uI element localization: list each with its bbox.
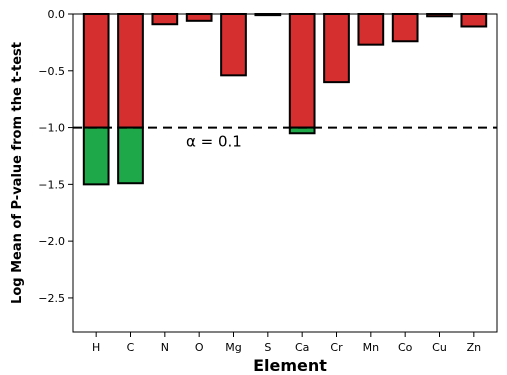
bar-N bbox=[151, 13, 179, 26]
x-tick-label: Ca bbox=[295, 341, 309, 354]
x-axis: H C N O Mg S Ca Cr Mn Co Cu Zn bbox=[92, 332, 481, 354]
y-tick-label: −2.5 bbox=[38, 292, 65, 305]
bar-C-lower bbox=[117, 126, 144, 185]
x-tick-label: H bbox=[92, 341, 100, 354]
plot-area bbox=[72, 13, 498, 333]
x-tick-label: N bbox=[161, 341, 169, 354]
bar-H-lower bbox=[82, 126, 110, 186]
y-tick-label: −1.5 bbox=[38, 178, 65, 191]
x-tick-label: Mg bbox=[225, 341, 241, 354]
x-tick-label: Zn bbox=[467, 341, 482, 354]
bar-O bbox=[185, 13, 213, 22]
x-tick-label: Mn bbox=[363, 341, 379, 354]
y-tick-label: −2.0 bbox=[38, 235, 65, 248]
bar-S bbox=[254, 13, 282, 17]
x-tick-label: C bbox=[127, 341, 135, 354]
y-axis-label: Log Mean of P-value from the t-test bbox=[10, 42, 25, 304]
x-axis-label: Element bbox=[253, 356, 327, 375]
threshold-group: α = 0.1 bbox=[73, 126, 497, 151]
plot-frame bbox=[72, 13, 498, 333]
x-tick-label: O bbox=[195, 341, 204, 354]
y-axis: 0.0 −0.5 −1.0 −1.5 −2.0 −2.5 bbox=[38, 8, 73, 305]
bars-group bbox=[82, 13, 488, 186]
bar-H-upper bbox=[82, 13, 110, 129]
bar-Zn bbox=[460, 13, 488, 28]
bar-Co bbox=[391, 13, 419, 43]
bar-Cu bbox=[426, 13, 453, 18]
x-tick-label: S bbox=[264, 341, 271, 354]
y-tick-label: −0.5 bbox=[38, 65, 65, 78]
x-tick-label: Cu bbox=[432, 341, 447, 354]
x-tick-label: Co bbox=[398, 341, 413, 354]
bar-Mg bbox=[220, 13, 247, 77]
y-tick-label: −1.0 bbox=[38, 122, 65, 135]
bar-Cr bbox=[323, 13, 350, 84]
bar-Mn bbox=[357, 13, 385, 46]
y-tick-label: 0.0 bbox=[48, 8, 66, 21]
bar-Ca-upper bbox=[288, 13, 316, 129]
x-tick-label: Cr bbox=[330, 341, 343, 354]
threshold-label: α = 0.1 bbox=[186, 133, 242, 151]
bar-C-upper bbox=[117, 13, 144, 129]
